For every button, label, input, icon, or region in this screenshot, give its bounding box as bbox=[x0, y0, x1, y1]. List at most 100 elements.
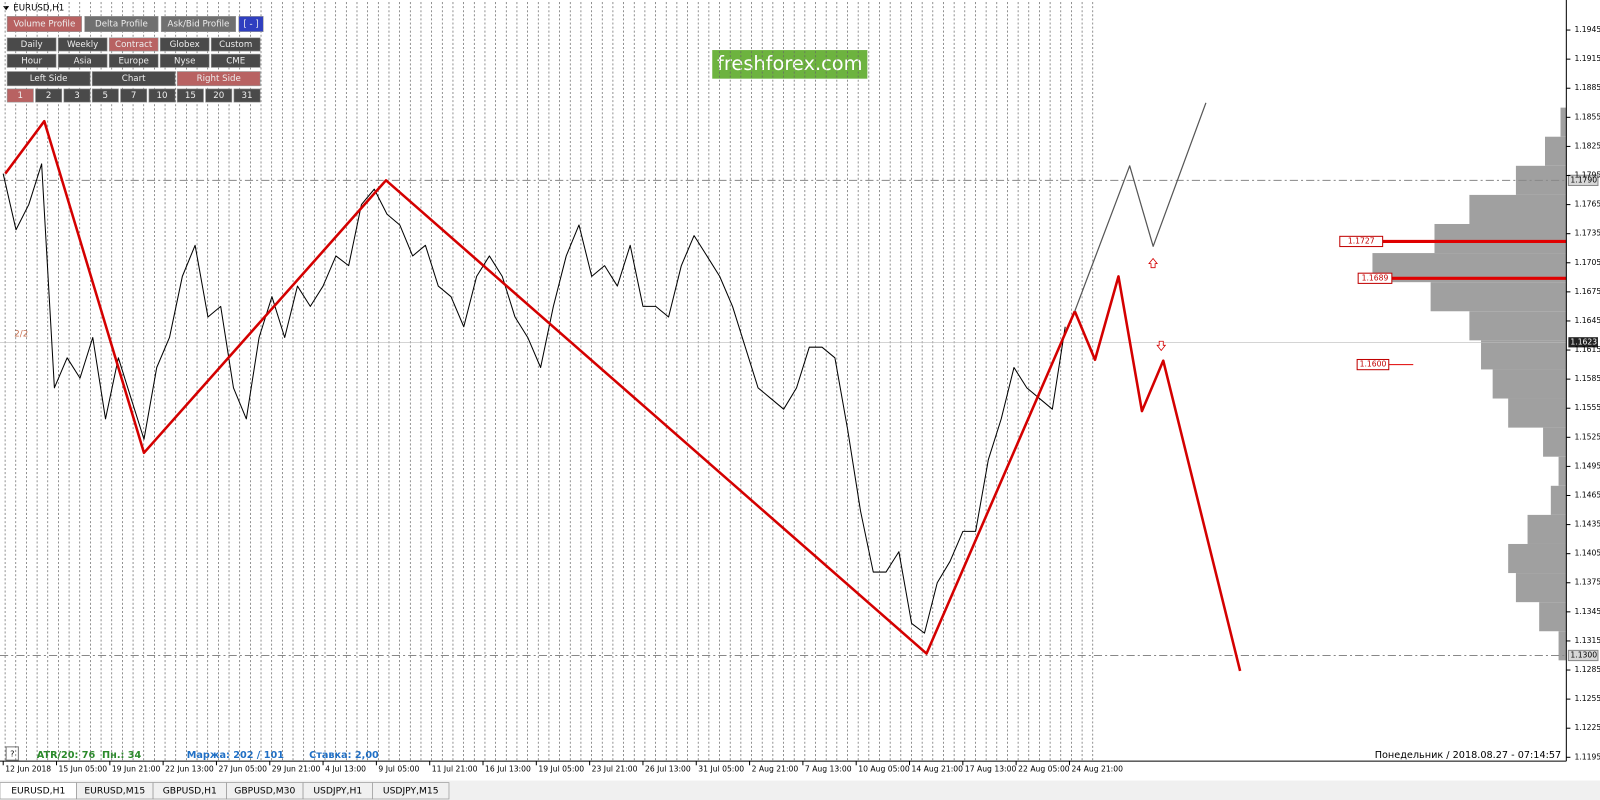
y-tick-label: 1.1465 bbox=[1574, 490, 1600, 499]
x-tick-label: 24 Aug 21:00 bbox=[1071, 764, 1123, 773]
toolbar-button[interactable] bbox=[6, 71, 91, 87]
y-tick-label: 1.1435 bbox=[1574, 520, 1600, 529]
y-tick-label: 1.1255 bbox=[1574, 694, 1600, 703]
toolbar-button[interactable] bbox=[210, 37, 261, 52]
toolbar-button-label: Weekly bbox=[67, 40, 98, 50]
price-line bbox=[4, 119, 1076, 655]
toolbar-button-label: Right Side bbox=[197, 74, 241, 84]
toolbar-button-label: 31 bbox=[242, 91, 253, 101]
marked-level-label: 1.1689 bbox=[1362, 273, 1389, 282]
margin-status: Маржа: 202 / 101 bbox=[187, 750, 284, 761]
level-box bbox=[1567, 174, 1599, 186]
toolbar-button[interactable] bbox=[6, 37, 57, 52]
y-tick-label: 1.1885 bbox=[1574, 83, 1600, 92]
toolbar-button[interactable] bbox=[91, 88, 119, 103]
toolbar-button-label: 2 bbox=[46, 91, 52, 101]
rate-status: Ставка: 2,00 bbox=[309, 750, 379, 761]
down-arrow bbox=[1156, 340, 1167, 352]
toolbar-button-label: Globex bbox=[170, 40, 200, 50]
profile-bar bbox=[1430, 282, 1567, 312]
level-label: 1.1300 bbox=[1570, 650, 1597, 659]
x-tick-label: 15 Jun 05:00 bbox=[59, 764, 108, 773]
profile-bar bbox=[1469, 194, 1567, 224]
y-tick-label: 1.1285 bbox=[1574, 665, 1600, 674]
y-tick-label: 1.1495 bbox=[1574, 461, 1600, 470]
toolbar-button-label: Europe bbox=[118, 56, 148, 66]
profile-bar bbox=[1434, 223, 1567, 254]
y-tick-label: 1.1405 bbox=[1574, 549, 1600, 558]
level-label: 1.1790 bbox=[1570, 175, 1597, 184]
x-tick-label: 29 Jun 21:00 bbox=[272, 764, 321, 773]
chart-tab-label: EURUSD,H1 bbox=[11, 785, 65, 796]
profile-bar bbox=[1515, 573, 1567, 603]
toolbar-button[interactable] bbox=[120, 88, 148, 103]
toolbar-button[interactable] bbox=[160, 16, 237, 32]
current-price-box bbox=[1568, 337, 1598, 348]
toolbar-button[interactable] bbox=[6, 53, 57, 68]
x-tick-label: 19 Jun 21:00 bbox=[112, 764, 161, 773]
toolbar-button-label: Ask/Bid Profile bbox=[168, 20, 230, 30]
price-line bbox=[1073, 275, 1242, 672]
toolbar-button[interactable] bbox=[159, 53, 210, 68]
y-tick-label: 1.1645 bbox=[1574, 316, 1600, 325]
toolbar-button[interactable] bbox=[91, 71, 176, 87]
help-button[interactable] bbox=[5, 746, 19, 761]
x-tick-label: 9 Jul 05:00 bbox=[378, 764, 419, 773]
x-tick-label: 17 Aug 13:00 bbox=[965, 764, 1017, 773]
profile-bar bbox=[1527, 514, 1567, 544]
toolbar-button[interactable] bbox=[176, 71, 261, 87]
datetime-status: Понедельник / 2018.08.27 - 07:14:57 bbox=[1375, 750, 1561, 761]
y-tick-label: 1.1855 bbox=[1574, 112, 1600, 121]
toolbar-button[interactable] bbox=[84, 16, 159, 32]
y-tick-label: 1.1915 bbox=[1574, 54, 1600, 63]
marked-level-box bbox=[1339, 235, 1384, 248]
profile-bar bbox=[1481, 340, 1567, 370]
toolbar-button[interactable] bbox=[57, 37, 108, 52]
y-tick-label: 1.1225 bbox=[1574, 723, 1600, 732]
watermark: freshforex.com bbox=[717, 52, 862, 75]
y-tick-label: 1.1345 bbox=[1574, 607, 1600, 616]
toolbar-button[interactable] bbox=[35, 88, 63, 103]
toolbar-button-label: Delta Profile bbox=[95, 20, 148, 30]
toolbar-button-label: Custom bbox=[219, 40, 252, 50]
toolbar-button[interactable] bbox=[63, 88, 91, 103]
marked-level-box bbox=[1357, 272, 1393, 284]
atr-status: ATR/20: 76 bbox=[37, 750, 96, 761]
toolbar-button[interactable] bbox=[108, 53, 159, 68]
y-tick-label: 1.1705 bbox=[1574, 258, 1600, 267]
toolbar-button[interactable] bbox=[205, 88, 233, 103]
toolbar-button[interactable] bbox=[108, 37, 159, 52]
toolbar-button-label: Nyse bbox=[174, 56, 195, 66]
y-tick-label: 1.1315 bbox=[1574, 636, 1600, 645]
y-tick-label: 1.1945 bbox=[1574, 25, 1600, 34]
up-arrow bbox=[1148, 257, 1158, 269]
chart-tab-label: USDJPY,M15 bbox=[383, 785, 439, 796]
toolbar-button[interactable] bbox=[57, 53, 108, 68]
profile-bar bbox=[1545, 136, 1567, 166]
toolbar-button[interactable] bbox=[6, 88, 34, 103]
chart-tab[interactable] bbox=[372, 782, 450, 800]
help-icon: ? bbox=[10, 749, 14, 759]
y-tick-label: 1.1795 bbox=[1574, 171, 1600, 180]
pn-status: Пн.: 34 bbox=[102, 750, 141, 761]
toolbar-button[interactable] bbox=[176, 88, 204, 103]
profile-bar bbox=[1492, 369, 1567, 399]
x-tick-label: 31 Jul 05:00 bbox=[698, 764, 744, 773]
toolbar-button-label: 5 bbox=[103, 91, 109, 101]
toolbar-button[interactable] bbox=[148, 88, 176, 103]
x-tick-label: 4 Jul 13:00 bbox=[325, 764, 366, 773]
x-tick-label: 16 Jul 13:00 bbox=[485, 764, 531, 773]
toolbar-button[interactable] bbox=[159, 37, 210, 52]
toolbar-button-label: CME bbox=[226, 56, 245, 66]
toolbar-button[interactable] bbox=[238, 16, 264, 32]
toolbar-button-label: 15 bbox=[185, 91, 196, 101]
profile-bar bbox=[1558, 631, 1567, 661]
toolbar-button[interactable] bbox=[210, 53, 261, 68]
y-tick-label: 1.1525 bbox=[1574, 432, 1600, 441]
toolbar-button[interactable] bbox=[233, 88, 261, 103]
toolbar-button-label: Contract bbox=[115, 40, 153, 50]
window-title: EURUSD,H1 bbox=[13, 4, 64, 14]
toolbar-button[interactable] bbox=[6, 16, 82, 32]
y-tick-label: 1.1195 bbox=[1574, 752, 1600, 761]
